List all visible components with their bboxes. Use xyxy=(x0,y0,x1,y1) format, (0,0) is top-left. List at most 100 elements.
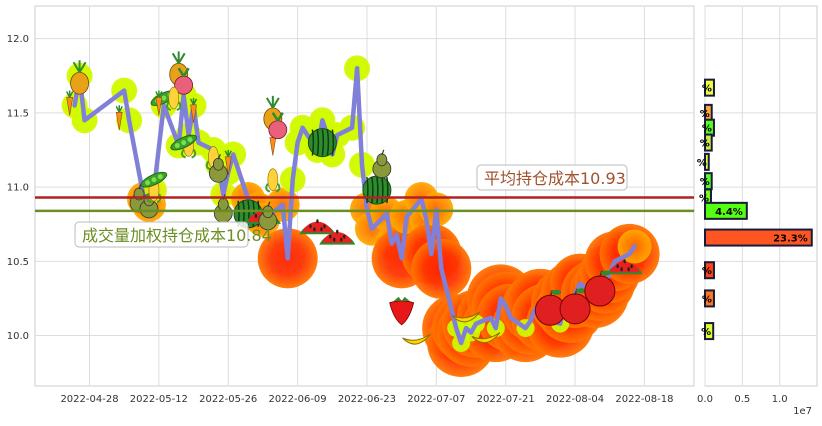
distribution-bar xyxy=(704,78,715,97)
slice-seed xyxy=(309,224,312,229)
pear-stem xyxy=(381,149,385,156)
carrot-top xyxy=(66,90,74,98)
y-tick-label: 10.0 xyxy=(7,331,29,342)
weighted-cost-label: 成交量加权持仓成本10.84 xyxy=(82,226,272,245)
slice-seed xyxy=(620,267,623,272)
apple-leaf xyxy=(551,289,562,295)
x-tick-label: 2022-08-04 xyxy=(546,394,604,405)
pea xyxy=(151,177,157,183)
corn-body xyxy=(168,86,180,110)
radish-leaves xyxy=(271,112,284,122)
slice-seed xyxy=(336,229,339,234)
weighted-cost-label-box xyxy=(74,221,249,248)
distribution-bar xyxy=(704,201,748,220)
slice-flesh xyxy=(302,221,333,233)
slice-seed xyxy=(340,237,343,242)
x-tick-label: 2022-07-07 xyxy=(407,394,465,405)
pea xyxy=(174,143,180,149)
carrot-icon xyxy=(66,90,74,116)
slice-seed xyxy=(313,227,316,232)
distribution-bar-label: % xyxy=(702,124,712,135)
side-x-tick-label: 1.0 xyxy=(772,394,788,405)
carrot-top xyxy=(224,149,232,158)
melon-stripe xyxy=(326,129,330,156)
slice-seed xyxy=(343,234,346,239)
banana-body xyxy=(402,333,431,345)
watermelon-icon xyxy=(307,128,337,158)
slice-flesh xyxy=(609,261,640,273)
distribution-bar xyxy=(704,322,715,341)
pear-top xyxy=(376,153,388,167)
banana-icon xyxy=(471,332,501,343)
peapod-icon xyxy=(140,171,168,188)
carrot-icon xyxy=(115,105,123,131)
side-x-tick-label: 0.0 xyxy=(697,394,713,405)
slice-seed xyxy=(320,227,323,232)
carrot-top xyxy=(155,90,163,98)
melon-stripe xyxy=(252,200,255,227)
pea xyxy=(157,174,163,180)
side-axis-offset-label: 1e7 xyxy=(793,406,812,417)
slice-seed xyxy=(329,234,332,239)
slice-seed xyxy=(316,219,319,224)
melon-stripe xyxy=(311,129,315,156)
melon-stripe xyxy=(331,129,335,156)
distribution-bar xyxy=(704,152,710,171)
corn-husk xyxy=(265,183,281,193)
y-tick-label: 11.0 xyxy=(7,183,29,194)
carrot-top xyxy=(115,105,123,113)
radish-icon xyxy=(174,67,194,95)
apple-body xyxy=(584,275,616,307)
distribution-bar-label: % xyxy=(700,109,710,120)
watermelon-slice-icon xyxy=(319,229,356,245)
melon-stripe xyxy=(366,176,369,204)
pineapple-crown xyxy=(72,60,87,73)
slice-seed xyxy=(254,213,258,218)
melon-stripe xyxy=(381,176,384,204)
x-tick-label: 2022-04-28 xyxy=(60,394,118,405)
x-tick-label: 2022-07-21 xyxy=(477,394,535,405)
melon-stripe xyxy=(247,200,250,227)
distribution-bar xyxy=(704,228,813,247)
distribution-bar-label: 4.4% xyxy=(715,207,743,218)
melon-stripe xyxy=(321,129,325,156)
slice-seed xyxy=(627,267,630,272)
distribution-bar-label: % xyxy=(702,294,712,305)
pear-top xyxy=(217,197,229,211)
corn-husk xyxy=(166,101,182,111)
carrot-icon xyxy=(189,97,198,123)
pear-stem xyxy=(267,201,271,208)
corn-body xyxy=(267,168,279,191)
radish-leaves xyxy=(177,67,190,77)
x-tick-label: 2022-08-18 xyxy=(615,394,673,405)
slice-seed xyxy=(333,237,336,242)
y-tick-label: 12.0 xyxy=(7,34,29,45)
average-cost-label-box xyxy=(476,164,628,191)
pea xyxy=(145,180,151,186)
distribution-bar xyxy=(704,133,713,152)
slice-flesh xyxy=(322,232,353,243)
x-tick-label: 2022-06-23 xyxy=(338,394,396,405)
carrot-icon xyxy=(224,149,232,175)
fruit-markers xyxy=(66,51,643,345)
apple-body xyxy=(559,293,591,325)
apple-icon xyxy=(559,288,591,325)
distribution-panel: 0.0 0.5 1.0 1e7%%%%%%% 4.4% 23.3%%%% xyxy=(697,5,818,417)
pea xyxy=(181,140,187,146)
reference-lines: 平均持仓成本10.93 成交量加权持仓成本10.84 xyxy=(35,164,694,248)
pineapple-crown xyxy=(171,51,186,64)
pineapple-crown xyxy=(265,95,280,109)
melon-stripe xyxy=(386,176,389,204)
y-tick-label: 10.5 xyxy=(7,257,29,268)
strawberry-icon xyxy=(389,296,415,326)
y-tick-label: 11.5 xyxy=(7,108,29,119)
distribution-bar xyxy=(704,261,715,280)
watermelon-slice-icon xyxy=(606,259,643,275)
main-plot-panel: 2022-04-28 2022-05-12 2022-05-26 2022-06-09… xyxy=(7,5,695,405)
x-tick-label: 2022-05-12 xyxy=(130,394,188,405)
distribution-bar-label: % xyxy=(702,84,712,95)
distribution-bar-label: 23.3% xyxy=(773,234,808,245)
pea xyxy=(161,95,167,101)
